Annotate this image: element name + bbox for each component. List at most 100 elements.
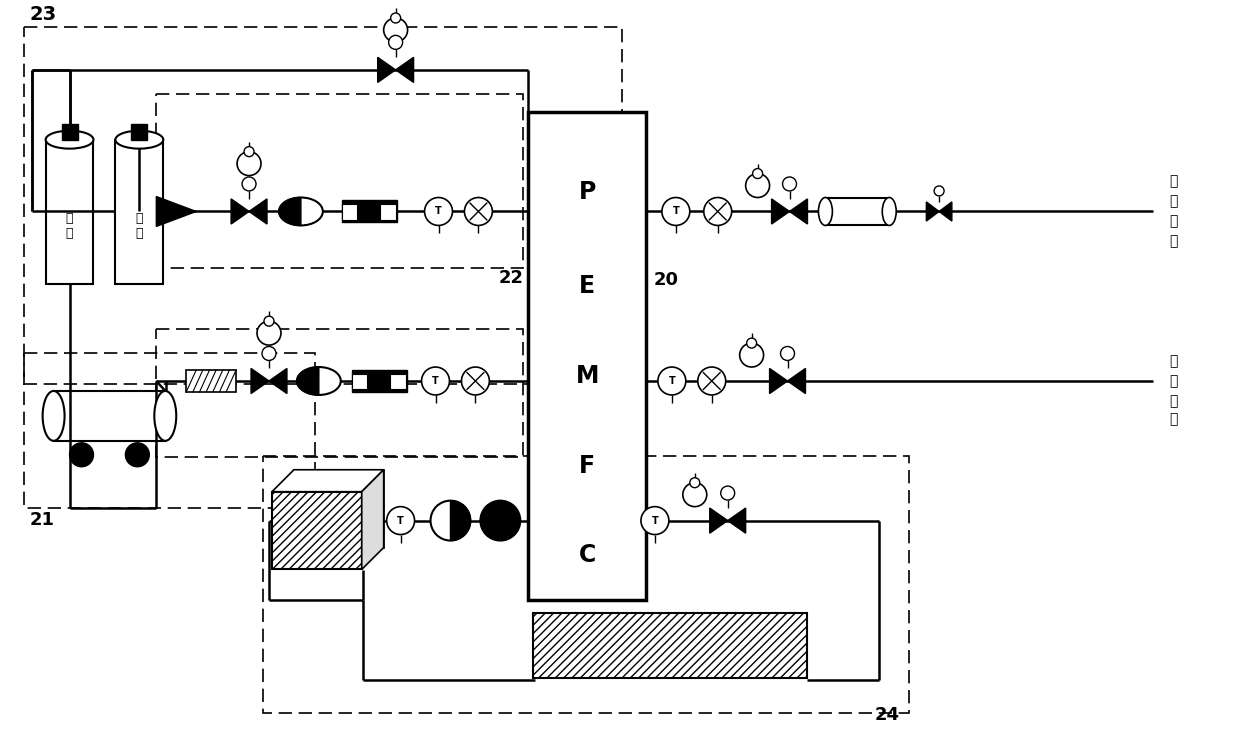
Text: M: M bbox=[575, 364, 599, 388]
Text: C: C bbox=[579, 543, 595, 567]
Ellipse shape bbox=[42, 391, 64, 441]
Circle shape bbox=[780, 346, 795, 360]
Circle shape bbox=[480, 501, 521, 540]
Circle shape bbox=[257, 321, 281, 345]
Text: T: T bbox=[672, 206, 680, 217]
Text: 23: 23 bbox=[30, 5, 57, 24]
Text: T: T bbox=[433, 376, 439, 386]
Circle shape bbox=[388, 35, 403, 49]
Text: 口: 口 bbox=[1169, 234, 1178, 248]
Text: T: T bbox=[651, 515, 658, 526]
Bar bbox=[342, 201, 397, 223]
Text: 口: 口 bbox=[1169, 412, 1178, 426]
Polygon shape bbox=[926, 202, 952, 221]
Text: 氮
气: 氮 气 bbox=[66, 212, 73, 240]
Bar bbox=[46, 140, 93, 284]
Polygon shape bbox=[709, 508, 745, 533]
Text: 出: 出 bbox=[1169, 214, 1178, 228]
Bar bbox=[24, 27, 622, 384]
Circle shape bbox=[69, 443, 93, 467]
Polygon shape bbox=[279, 198, 301, 225]
Ellipse shape bbox=[279, 198, 322, 225]
Polygon shape bbox=[771, 199, 807, 224]
Circle shape bbox=[465, 198, 492, 225]
Polygon shape bbox=[296, 367, 319, 395]
Text: T: T bbox=[397, 515, 404, 526]
Text: 气: 气 bbox=[1169, 195, 1178, 209]
Ellipse shape bbox=[296, 367, 341, 395]
Bar bbox=[352, 374, 367, 389]
Circle shape bbox=[422, 367, 449, 395]
Bar bbox=[381, 204, 396, 220]
Circle shape bbox=[934, 186, 944, 196]
Bar bbox=[62, 124, 78, 140]
Bar bbox=[352, 370, 407, 392]
Circle shape bbox=[424, 198, 453, 225]
Bar bbox=[156, 329, 523, 457]
Circle shape bbox=[430, 501, 470, 540]
Polygon shape bbox=[250, 368, 286, 394]
Bar bbox=[294, 470, 383, 548]
Ellipse shape bbox=[818, 198, 832, 225]
Text: 20: 20 bbox=[653, 272, 680, 289]
Circle shape bbox=[383, 18, 408, 42]
Polygon shape bbox=[231, 199, 267, 224]
Circle shape bbox=[745, 173, 770, 198]
Bar bbox=[826, 198, 890, 225]
Bar bbox=[391, 374, 405, 389]
Circle shape bbox=[740, 343, 764, 367]
Text: E: E bbox=[579, 274, 595, 298]
Circle shape bbox=[704, 198, 732, 225]
Circle shape bbox=[461, 367, 490, 395]
Text: 22: 22 bbox=[498, 269, 523, 287]
Text: 空: 空 bbox=[1169, 354, 1178, 368]
Bar bbox=[24, 353, 315, 507]
Circle shape bbox=[746, 338, 756, 348]
Bar bbox=[115, 140, 164, 284]
Text: T: T bbox=[668, 376, 676, 386]
Text: 21: 21 bbox=[30, 511, 55, 529]
Text: 24: 24 bbox=[874, 706, 899, 724]
Circle shape bbox=[262, 346, 277, 360]
Bar bbox=[263, 456, 909, 713]
Polygon shape bbox=[156, 196, 196, 226]
Circle shape bbox=[689, 478, 699, 488]
Circle shape bbox=[391, 13, 401, 23]
Ellipse shape bbox=[115, 131, 164, 149]
Text: 氢
气: 氢 气 bbox=[135, 212, 143, 240]
Circle shape bbox=[244, 146, 254, 157]
Bar bbox=[186, 370, 236, 392]
Circle shape bbox=[782, 177, 796, 191]
Circle shape bbox=[662, 198, 689, 225]
Polygon shape bbox=[362, 470, 383, 569]
Text: 氢: 氢 bbox=[1169, 174, 1178, 189]
Text: 出: 出 bbox=[1169, 394, 1178, 408]
Circle shape bbox=[683, 482, 707, 507]
Bar bbox=[131, 124, 148, 140]
Circle shape bbox=[753, 168, 763, 179]
Circle shape bbox=[242, 177, 255, 191]
Text: P: P bbox=[578, 179, 595, 203]
Polygon shape bbox=[770, 368, 806, 394]
Polygon shape bbox=[272, 470, 383, 492]
Bar bbox=[528, 112, 646, 600]
Circle shape bbox=[125, 443, 149, 467]
Ellipse shape bbox=[154, 391, 176, 441]
Circle shape bbox=[237, 152, 260, 176]
Circle shape bbox=[698, 367, 725, 395]
Bar bbox=[272, 492, 362, 569]
Ellipse shape bbox=[46, 131, 93, 149]
Circle shape bbox=[641, 507, 668, 534]
Circle shape bbox=[387, 507, 414, 534]
Text: T: T bbox=[435, 206, 441, 217]
Bar bbox=[533, 613, 807, 678]
Bar bbox=[53, 391, 165, 441]
Circle shape bbox=[658, 367, 686, 395]
Bar bbox=[156, 94, 523, 269]
Bar bbox=[342, 204, 357, 220]
Text: F: F bbox=[579, 454, 595, 478]
Polygon shape bbox=[450, 501, 470, 540]
Text: 气: 气 bbox=[1169, 374, 1178, 388]
Polygon shape bbox=[378, 57, 414, 83]
Circle shape bbox=[264, 316, 274, 326]
